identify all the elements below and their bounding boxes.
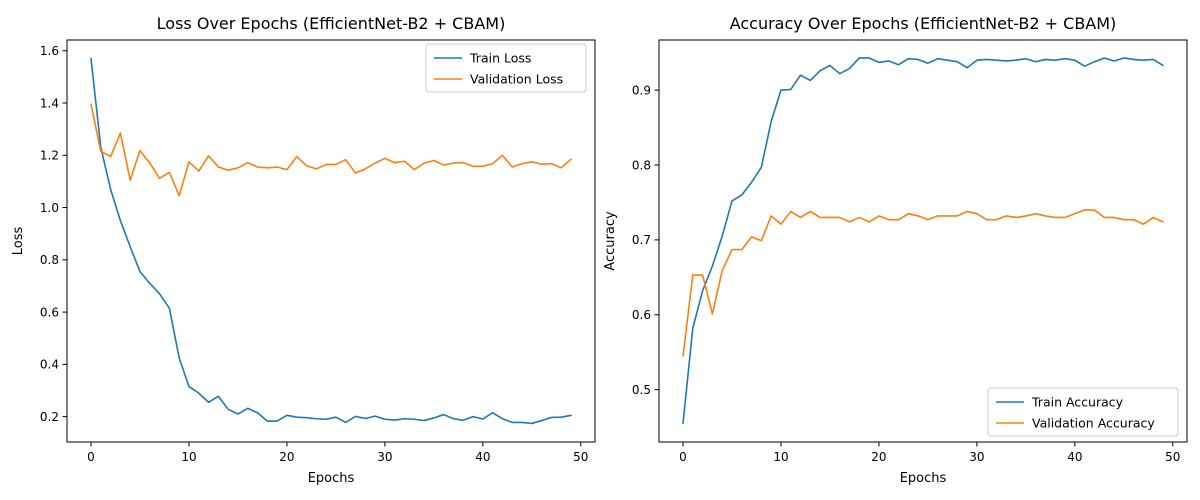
- x-tick-label: 40: [1067, 450, 1082, 464]
- y-tick-label: 0.6: [40, 305, 59, 319]
- legend: Train Accuracy Validation Accuracy: [987, 387, 1179, 437]
- y-tick-label: 0.5: [632, 383, 651, 397]
- series-line-train: [682, 57, 1164, 425]
- y-tick-label: 1.0: [40, 201, 59, 215]
- x-tick-label: 20: [279, 450, 294, 464]
- x-tick-label: 0: [87, 450, 95, 464]
- x-tick-label: 30: [377, 450, 392, 464]
- legend-label-validation: Validation Loss: [470, 72, 563, 87]
- x-tick-label: 30: [969, 450, 984, 464]
- x-tick-label: 10: [773, 450, 788, 464]
- plot-frame: [66, 39, 596, 443]
- y-axis-label: Accuracy: [603, 211, 618, 271]
- y-tick-label: 0.8: [632, 158, 651, 172]
- x-tick-label: 40: [475, 450, 490, 464]
- y-tick-label: 0.4: [40, 358, 59, 372]
- x-axis-label: Epochs: [900, 471, 947, 486]
- y-tick-label: 1.4: [40, 96, 59, 110]
- x-tick-label: 50: [1165, 450, 1180, 464]
- y-tick-label: 0.6: [632, 308, 651, 322]
- legend-label-train: Train Loss: [469, 51, 531, 66]
- y-axis-label: Loss: [11, 227, 26, 256]
- x-tick-label: 10: [181, 450, 196, 464]
- y-tick-label: 0.7: [632, 233, 651, 247]
- legend: Train Loss Validation Loss: [425, 43, 587, 93]
- series-line-train: [90, 57, 572, 425]
- series-line-validation: [682, 209, 1164, 357]
- y-tick-label: 1.6: [40, 44, 59, 58]
- series-line-validation: [90, 103, 572, 197]
- y-tick-label: 0.8: [40, 253, 59, 267]
- y-tick-label: 1.2: [40, 149, 59, 163]
- x-tick-label: 20: [871, 450, 886, 464]
- x-tick-label: 50: [573, 450, 588, 464]
- legend-box: [425, 43, 587, 93]
- chart-1: Loss Over Epochs (EfficientNet-B2 + CBAM…: [11, 14, 596, 486]
- plot-frame: [658, 39, 1188, 443]
- legend-box: [987, 387, 1179, 437]
- legend-label-validation: Validation Accuracy: [1032, 416, 1155, 431]
- x-axis-label: Epochs: [308, 471, 355, 486]
- y-tick-label: 0.9: [632, 83, 651, 97]
- chart-title: Loss Over Epochs (EfficientNet-B2 + CBAM…: [157, 14, 506, 33]
- x-tick-label: 0: [679, 450, 687, 464]
- chart-2: Accuracy Over Epochs (EfficientNet-B2 + …: [603, 14, 1188, 486]
- y-tick-label: 0.2: [40, 410, 59, 424]
- chart-title: Accuracy Over Epochs (EfficientNet-B2 + …: [730, 14, 1117, 33]
- legend-label-train: Train Accuracy: [1031, 395, 1124, 410]
